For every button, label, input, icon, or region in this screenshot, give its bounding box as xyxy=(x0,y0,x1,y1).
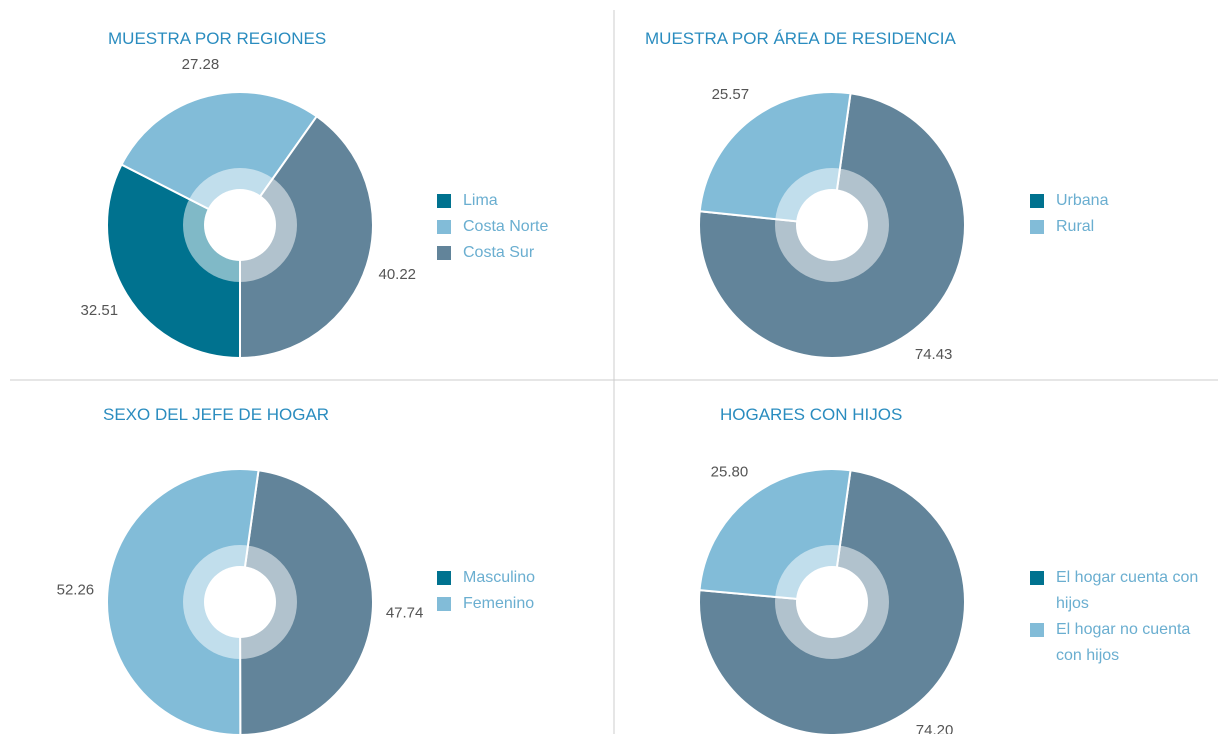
slice xyxy=(120,91,319,227)
data-label: 47.74 xyxy=(386,604,424,621)
legend: Urbana Rural xyxy=(1030,188,1200,240)
legend-item: Lima xyxy=(437,188,607,214)
legend: Masculino Femenino xyxy=(437,565,607,617)
legend-item: El hogar cuenta con hijos xyxy=(1030,565,1200,617)
legend-item: Masculino xyxy=(437,565,607,591)
data-label: 27.28 xyxy=(182,56,220,73)
data-label: 25.80 xyxy=(711,464,749,481)
data-label: 25.57 xyxy=(712,86,750,103)
legend-swatch xyxy=(437,597,451,611)
legend: Lima Costa Norte Costa Sur xyxy=(437,188,607,266)
data-label: 52.26 xyxy=(57,582,95,599)
legend-item: Rural xyxy=(1030,214,1200,240)
data-label: 74.43 xyxy=(915,346,953,363)
legend-swatch xyxy=(1030,571,1044,585)
legend-item: El hogar no cuenta con hijos xyxy=(1030,617,1200,669)
data-label: 32.51 xyxy=(81,302,119,319)
data-label: 40.22 xyxy=(378,266,416,283)
legend-item: Costa Sur xyxy=(437,240,607,266)
chart-title: MUESTRA POR ÁREA DE RESIDENCIA xyxy=(645,29,956,48)
data-label: 74.20 xyxy=(916,722,954,734)
legend: El hogar cuenta con hijos El hogar no cue… xyxy=(1030,565,1200,669)
legend-swatch xyxy=(1030,194,1044,208)
legend-swatch xyxy=(1030,623,1044,637)
slice xyxy=(238,469,375,734)
legend-swatch xyxy=(437,194,451,208)
hole xyxy=(204,566,276,638)
chart-title: SEXO DEL JEFE DE HOGAR xyxy=(103,405,329,424)
chart-title: MUESTRA POR REGIONES xyxy=(108,29,326,48)
chart-title: HOGARES CON HIJOS xyxy=(720,405,902,424)
legend-item: Urbana xyxy=(1030,188,1200,214)
legend-item: Costa Norte xyxy=(437,214,607,240)
legend-swatch xyxy=(437,571,451,585)
legend-swatch xyxy=(437,220,451,234)
legend-swatch xyxy=(1030,220,1044,234)
hole xyxy=(796,566,868,638)
hole xyxy=(204,189,276,261)
legend-item: Femenino xyxy=(437,591,607,617)
hole xyxy=(796,189,868,261)
slice xyxy=(106,468,260,734)
legend-swatch xyxy=(437,246,451,260)
slice xyxy=(239,114,374,360)
